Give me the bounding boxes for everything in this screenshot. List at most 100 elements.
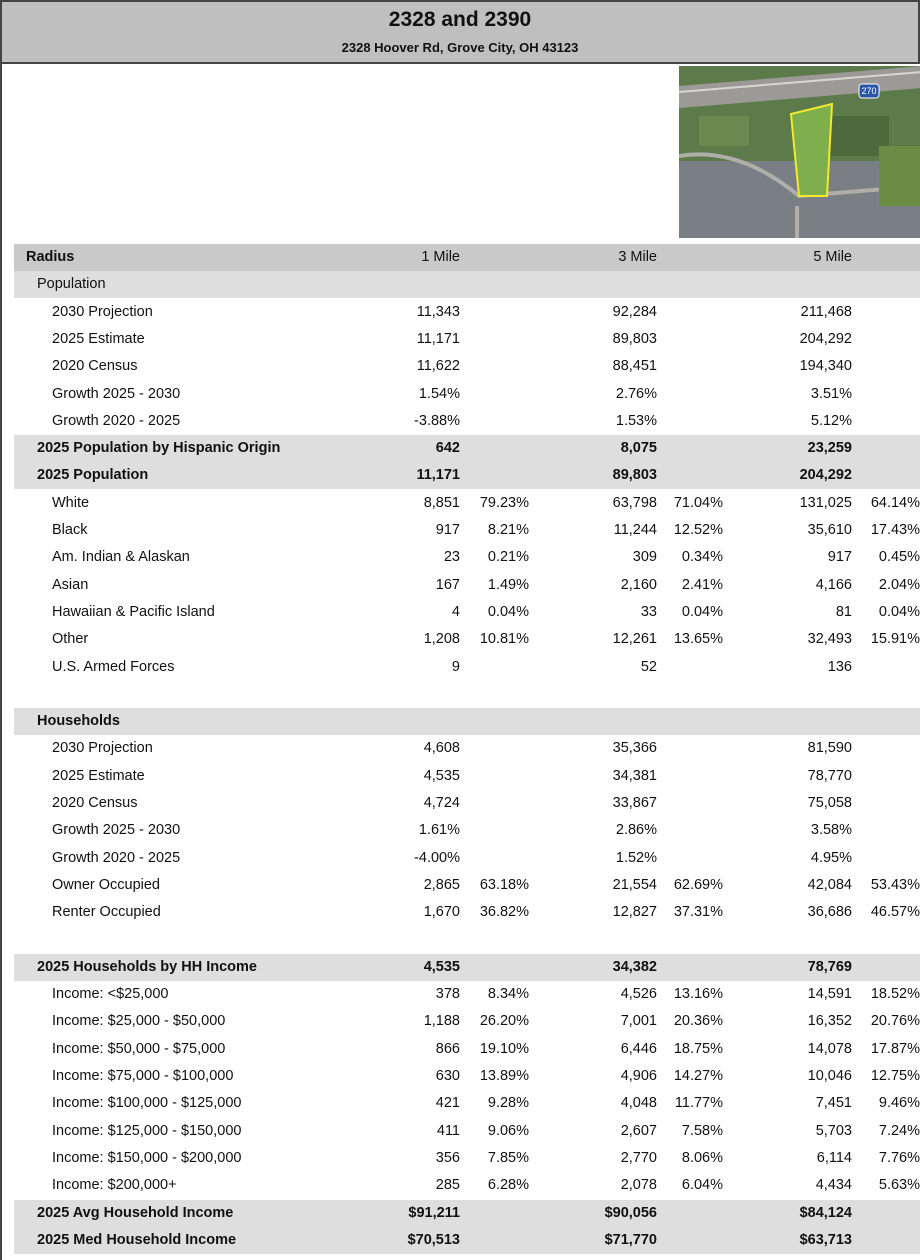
cell-percent: 20.76% <box>871 1008 920 1035</box>
cell-value: 204,292 <box>800 326 852 353</box>
row-label: Am. Indian & Alaskan <box>52 544 190 571</box>
cell-value: 421 <box>436 1090 460 1117</box>
row-label: 2020 Census <box>52 353 137 380</box>
cell-value: 81 <box>836 599 852 626</box>
cell-value: 4,526 <box>621 981 657 1008</box>
cell-value: 136 <box>828 654 852 681</box>
cell-value: 1,188 <box>424 1008 460 1035</box>
cell-value: 285 <box>436 1172 460 1199</box>
table-row <box>14 927 920 954</box>
cell-value: 11,171 <box>416 462 460 489</box>
cell-value: 34,382 <box>613 954 657 981</box>
cell-percent: 6.28% <box>488 1172 529 1199</box>
cell-percent: 17.87% <box>871 1036 920 1063</box>
cell-percent: 0.45% <box>879 544 920 571</box>
cell-value: 33 <box>641 599 657 626</box>
cell-value: 12,261 <box>613 626 657 653</box>
cell-percent: 13.65% <box>674 626 723 653</box>
cell-value: 5 Mile <box>813 244 852 271</box>
cell-value: 2.76% <box>616 381 657 408</box>
cell-percent: 0.34% <box>682 544 723 571</box>
cell-percent: 18.52% <box>871 981 920 1008</box>
cell-percent: 46.57% <box>871 899 920 926</box>
cell-percent: 64.14% <box>871 490 920 517</box>
cell-percent: 9.28% <box>488 1090 529 1117</box>
cell-value: $91,211 <box>408 1200 460 1227</box>
table-row <box>14 681 920 708</box>
cell-value: 75,058 <box>808 790 852 817</box>
cell-value: 167 <box>436 572 460 599</box>
cell-value: 33,867 <box>613 790 657 817</box>
cell-value: 1.54% <box>419 381 460 408</box>
cell-value: 81,590 <box>808 735 852 762</box>
cell-value: 2,078 <box>621 1172 657 1199</box>
row-label: Income: $150,000 - $200,000 <box>52 1145 241 1172</box>
cell-percent: 1.49% <box>488 572 529 599</box>
cell-value: 11,171 <box>417 326 460 353</box>
cell-percent: 2.41% <box>682 572 723 599</box>
table-row: Households <box>14 708 920 735</box>
cell-value: 411 <box>437 1118 460 1145</box>
table-row: 2025 Med Household Income$70,513$71,770$… <box>14 1227 920 1254</box>
cell-value: 21,554 <box>613 872 657 899</box>
cell-value: 5,703 <box>816 1118 852 1145</box>
aerial-map: 270 <box>679 66 920 238</box>
cell-value: 211,468 <box>801 299 852 326</box>
row-label: 2025 Estimate <box>52 763 145 790</box>
cell-percent: 53.43% <box>871 872 920 899</box>
cell-value: 89,803 <box>613 326 657 353</box>
cell-value: 194,340 <box>800 353 852 380</box>
row-label: Income: $125,000 - $150,000 <box>52 1118 241 1145</box>
row-label: Income: $75,000 - $100,000 <box>52 1063 233 1090</box>
cell-value: 1.61% <box>419 817 460 844</box>
cell-percent: 13.16% <box>674 981 723 1008</box>
cell-value: 630 <box>436 1063 460 1090</box>
cell-value: 34,381 <box>613 763 657 790</box>
cell-value: 1.52% <box>616 845 657 872</box>
cell-value: $63,713 <box>800 1227 852 1254</box>
cell-percent: 9.46% <box>879 1090 920 1117</box>
cell-value: 78,770 <box>808 763 852 790</box>
cell-value: 12,827 <box>613 899 657 926</box>
row-label: 2020 Census <box>52 790 137 817</box>
table-row: 2025 Avg Household Income$91,211$90,056$… <box>14 1200 920 1227</box>
cell-value: $71,770 <box>605 1227 657 1254</box>
cell-value: 9 <box>452 654 460 681</box>
cell-value: 309 <box>633 544 657 571</box>
row-label: Income: $100,000 - $125,000 <box>52 1090 241 1117</box>
cell-percent: 5.63% <box>879 1172 920 1199</box>
cell-value: $90,056 <box>605 1200 657 1227</box>
cell-percent: 63.18% <box>480 872 529 899</box>
cell-value: 2,770 <box>621 1145 657 1172</box>
cell-percent: 7.58% <box>682 1118 723 1145</box>
cell-value: 35,610 <box>808 517 852 544</box>
cell-value: 4 <box>452 599 460 626</box>
title: 2328 and 2390 <box>2 8 918 32</box>
cell-value: 3.51% <box>811 381 852 408</box>
cell-percent: 2.04% <box>879 572 920 599</box>
cell-percent: 8.21% <box>488 517 529 544</box>
cell-value: 4,535 <box>424 954 460 981</box>
cell-percent: 0.04% <box>879 599 920 626</box>
cell-percent: 0.04% <box>488 599 529 626</box>
cell-value: 4,166 <box>816 572 852 599</box>
page: 2328 and 2390 2328 Hoover Rd, Grove City… <box>0 0 920 1260</box>
subtitle: 2328 Hoover Rd, Grove City, OH 43123 <box>2 40 918 55</box>
table-row: Population <box>14 271 920 298</box>
